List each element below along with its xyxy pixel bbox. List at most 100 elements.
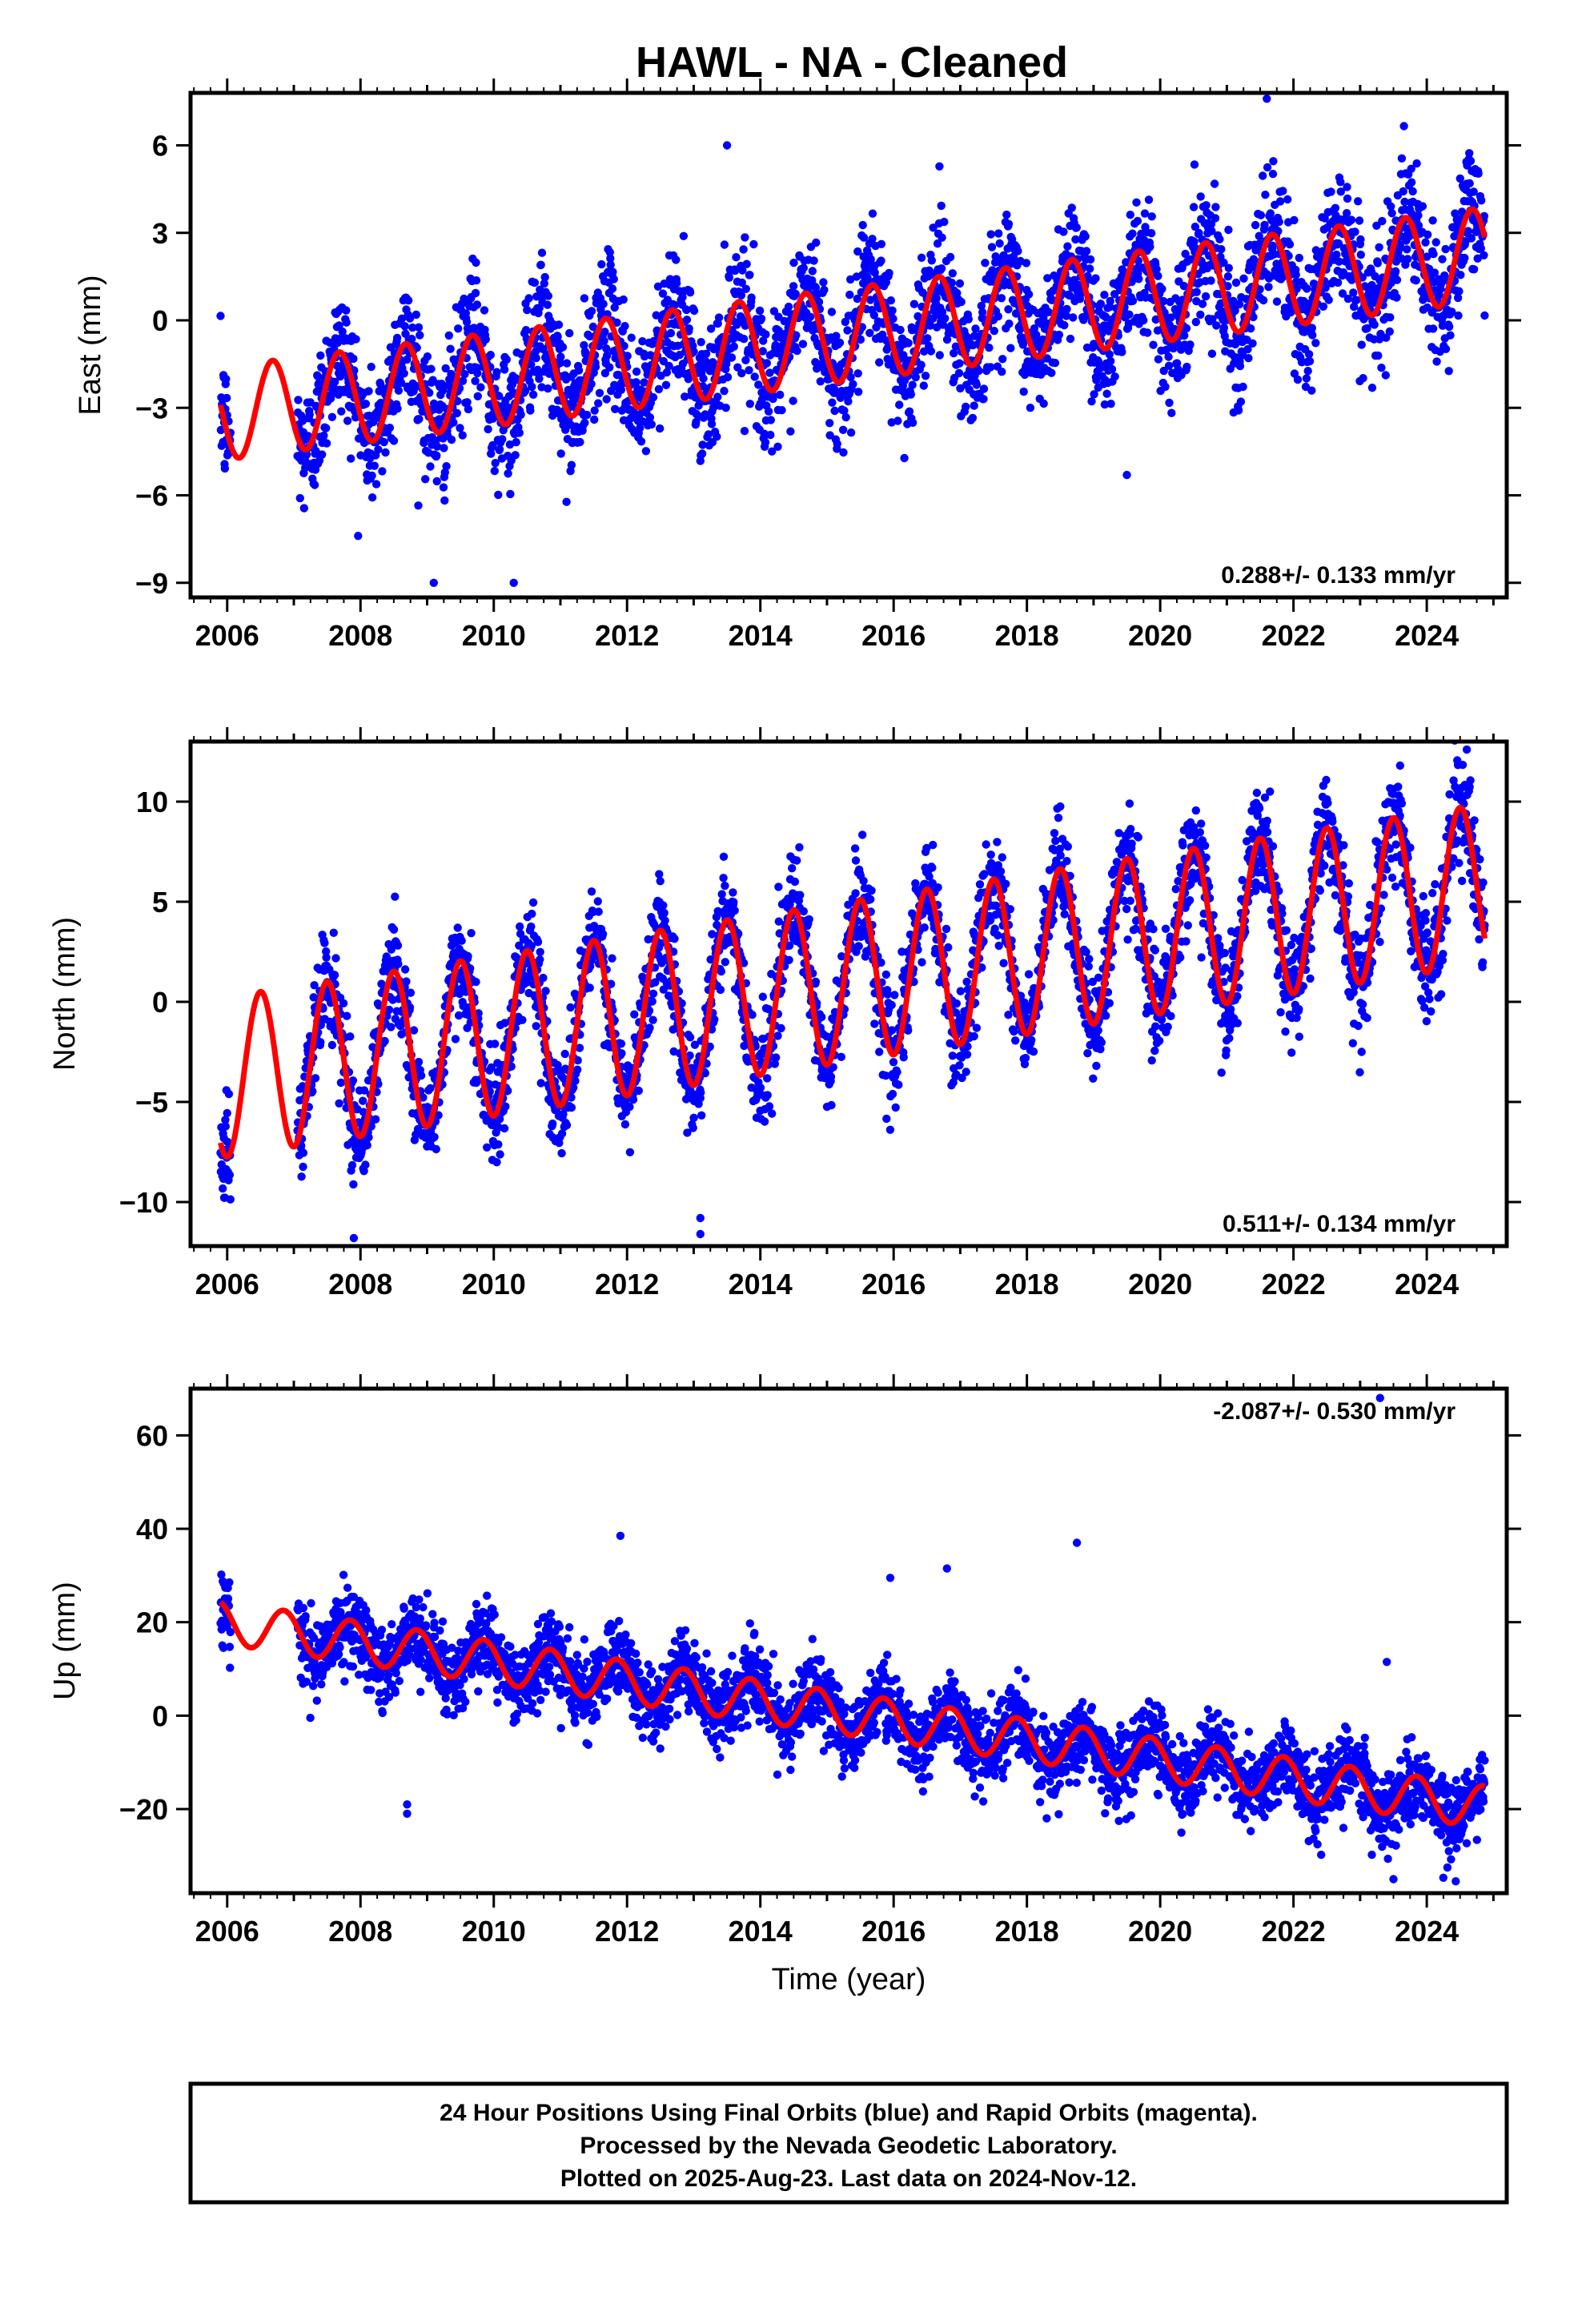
data-point: [827, 308, 837, 316]
data-point: [1307, 324, 1317, 332]
data-point: [1441, 344, 1451, 353]
data-point: [745, 271, 754, 279]
data-point: [610, 303, 619, 312]
data-point: [1215, 235, 1224, 243]
data-point: [1128, 296, 1138, 305]
data-point: [460, 370, 469, 379]
data-point: [1164, 361, 1174, 370]
data-point: [760, 1117, 769, 1126]
data-point: [505, 440, 515, 449]
data-point: [789, 258, 798, 267]
data-point: [859, 233, 869, 242]
data-point: [811, 977, 821, 987]
data-point: [888, 306, 897, 315]
data-point: [1072, 223, 1082, 232]
data-point: [1399, 187, 1407, 196]
data-point: [1236, 397, 1246, 406]
data-point: [828, 398, 837, 407]
data-point: [1158, 284, 1166, 293]
data-point: [472, 258, 480, 267]
data-point: [504, 469, 512, 478]
data-point: [850, 844, 860, 853]
data-point: [594, 907, 603, 916]
data-point: [739, 335, 749, 344]
data-point: [348, 1076, 358, 1085]
data-point: [1190, 160, 1199, 169]
data-point: [1259, 171, 1267, 180]
data-point: [721, 958, 729, 967]
data-point: [396, 378, 406, 388]
data-point: [515, 428, 524, 437]
data-point: [853, 369, 862, 378]
data-point: [756, 1084, 765, 1092]
data-point: [908, 418, 917, 427]
data-point: [839, 448, 848, 457]
data-point: [638, 337, 647, 346]
data-point: [727, 353, 737, 362]
data-point: [932, 294, 941, 303]
data-point: [1392, 293, 1401, 302]
data-point: [1189, 203, 1199, 211]
data-point: [404, 296, 413, 305]
data-point: [679, 231, 689, 240]
data-point: [881, 278, 891, 287]
data-point: [536, 947, 544, 957]
data-point: [1279, 187, 1287, 195]
data-point: [647, 420, 656, 429]
data-point: [764, 407, 773, 416]
data-point: [590, 415, 599, 424]
data-point: [297, 1172, 306, 1181]
data-point: [1303, 367, 1312, 376]
data-point: [835, 338, 845, 348]
data-point: [316, 1038, 325, 1047]
data-point: [453, 396, 462, 406]
data-point: [870, 1019, 879, 1028]
data-point: [636, 437, 646, 446]
data-point: [917, 360, 926, 369]
data-point: [655, 870, 664, 879]
data-point: [361, 400, 371, 408]
data-point: [1356, 235, 1365, 244]
data-point: [777, 1023, 785, 1033]
data-point: [754, 380, 763, 389]
data-point: [565, 328, 574, 338]
data-point: [1378, 216, 1387, 226]
data-point: [1106, 400, 1115, 408]
data-point: [682, 316, 692, 324]
data-point: [524, 294, 533, 303]
data-point: [689, 1124, 697, 1132]
data-point: [444, 331, 453, 340]
data-point: [1030, 324, 1039, 333]
data-point: [394, 959, 403, 969]
data-point: [1106, 356, 1115, 366]
y-tick-label: −6: [135, 480, 168, 513]
x-tick-label: 2006: [195, 619, 259, 652]
data-point: [1355, 216, 1364, 225]
data-point: [720, 240, 729, 249]
data-point: [725, 273, 733, 282]
data-point: [343, 1011, 351, 1020]
data-point: [799, 263, 808, 272]
data-point: [908, 380, 917, 389]
data-point: [789, 282, 798, 291]
data-point: [1356, 250, 1366, 259]
data-point: [825, 419, 834, 428]
data-point: [223, 393, 231, 403]
data-point: [1304, 350, 1314, 359]
data-point: [1219, 324, 1229, 332]
data-point: [660, 908, 669, 918]
data-point: [846, 428, 856, 437]
data-point: [331, 954, 340, 963]
data-point: [527, 360, 536, 369]
data-point: [741, 284, 750, 293]
data-point: [648, 1015, 657, 1024]
data-point: [580, 294, 589, 303]
data-point: [1107, 364, 1117, 374]
data-point: [929, 223, 938, 232]
data-point: [632, 367, 641, 376]
data-point: [1081, 232, 1090, 241]
data-point: [768, 1109, 777, 1118]
data-point: [1066, 334, 1075, 344]
data-point: [496, 1150, 504, 1159]
data-point: [221, 1122, 230, 1131]
